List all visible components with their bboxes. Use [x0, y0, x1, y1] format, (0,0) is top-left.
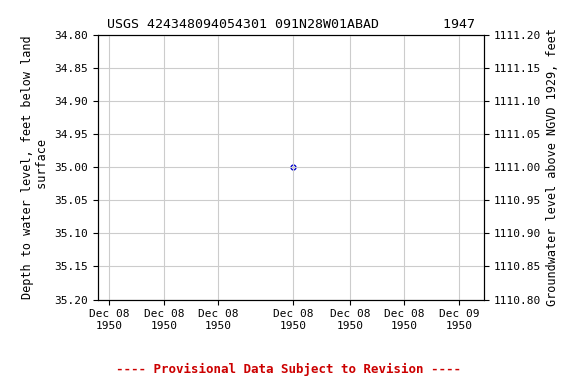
- Y-axis label: Depth to water level, feet below land
 surface: Depth to water level, feet below land su…: [21, 35, 49, 299]
- Y-axis label: Groundwater level above NGVD 1929, feet: Groundwater level above NGVD 1929, feet: [547, 28, 559, 306]
- Title: USGS 424348094054301 091N28W01ABAD        1947: USGS 424348094054301 091N28W01ABAD 1947: [107, 18, 475, 31]
- Text: ---- Provisional Data Subject to Revision ----: ---- Provisional Data Subject to Revisio…: [116, 363, 460, 376]
